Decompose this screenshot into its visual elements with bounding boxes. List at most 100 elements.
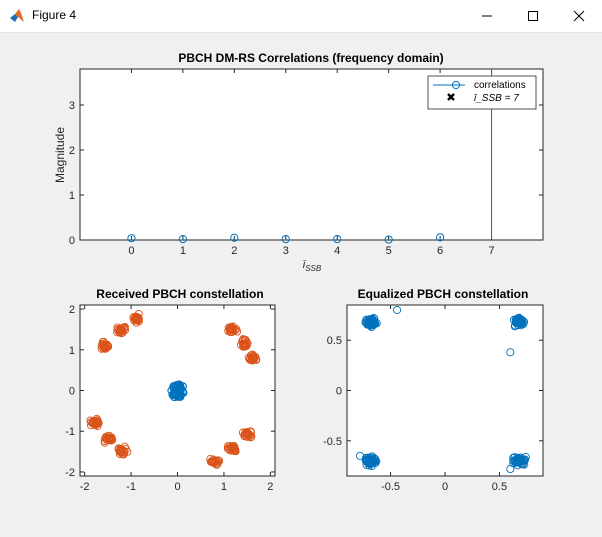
constellation-point xyxy=(214,458,223,467)
legend-x-marker xyxy=(447,93,455,101)
constellation-point xyxy=(129,313,138,322)
x-tick-label: 3 xyxy=(283,245,289,257)
constellation-point xyxy=(106,434,115,443)
constellation-point xyxy=(229,444,238,453)
constellation-point xyxy=(513,316,522,325)
constellation-outlier xyxy=(506,348,515,357)
y-tick-label: 1 xyxy=(69,190,75,202)
window-title: Figure 4 xyxy=(32,8,77,22)
constellation-point xyxy=(101,342,110,352)
close-button[interactable] xyxy=(556,0,602,32)
plot-title: Received PBCH constellation xyxy=(96,287,263,301)
dmrs-point xyxy=(173,381,183,391)
legend[interactable]: correlations ī_SSB = 7 xyxy=(427,75,537,110)
y-tick-label: 2 xyxy=(69,145,75,157)
constellation-point xyxy=(228,322,238,331)
dmrs-point xyxy=(175,383,184,393)
stem-marker xyxy=(384,235,393,244)
constellation-point xyxy=(241,339,250,348)
constellation-point xyxy=(241,429,250,438)
constellation-point xyxy=(369,317,378,326)
constellation-point xyxy=(89,419,98,428)
constellation-outlier xyxy=(393,305,402,315)
constellation-point xyxy=(118,328,127,337)
constellation-point xyxy=(367,455,376,464)
dmrs-point xyxy=(175,391,185,401)
constellation-point xyxy=(90,417,99,426)
constellation-point xyxy=(227,323,236,333)
constellation-point xyxy=(366,453,375,462)
x-tick-label: 1 xyxy=(180,245,186,257)
y-tick-label: 3 xyxy=(69,100,75,112)
title-bar: Figure 4 xyxy=(0,0,602,33)
y-tick-label: -1 xyxy=(65,426,75,438)
constellation-point xyxy=(228,442,237,451)
stem-marker xyxy=(333,235,342,244)
x-tick-label: 1 xyxy=(221,481,227,493)
y-tick-label: -2 xyxy=(65,467,75,479)
y-tick-label: 1 xyxy=(69,345,75,357)
x-tick-label: 2 xyxy=(231,245,237,257)
minimize-icon xyxy=(482,15,492,17)
legend-box xyxy=(427,75,537,110)
constellation-point xyxy=(244,429,253,438)
constellation-point xyxy=(367,457,376,467)
constellation-point xyxy=(132,318,141,327)
constellation-point xyxy=(510,457,519,466)
legend-entry-issb: ī_SSB = 7 xyxy=(474,93,519,104)
constellation-point xyxy=(117,444,126,454)
x-tick-label: -2 xyxy=(80,481,90,493)
y-tick-label: 0 xyxy=(69,235,75,247)
constellation-point xyxy=(102,340,112,349)
y-tick-label: 0 xyxy=(336,386,342,398)
constellation-point xyxy=(97,344,106,353)
minimize-button[interactable] xyxy=(464,0,510,32)
constellation-outlier xyxy=(356,451,365,460)
figure-area: PBCH DM-RS Correlations (frequency domai… xyxy=(0,33,602,532)
axes-box xyxy=(346,304,544,477)
x-tick-label: 7 xyxy=(488,245,494,257)
stem-marker xyxy=(178,235,187,244)
constellation-point xyxy=(245,355,254,364)
x-tick-label: 0 xyxy=(128,245,134,257)
x-tick-label: 4 xyxy=(334,245,340,257)
y-tick-label: -0.5 xyxy=(323,436,342,448)
plot-title: Equalized PBCH constellation xyxy=(358,287,529,301)
y-axis-label: Magnitude xyxy=(53,127,67,183)
stem-marker xyxy=(436,233,445,242)
constellation-point xyxy=(515,456,525,465)
constellation-point xyxy=(97,341,106,350)
x-tick-label: -1 xyxy=(126,481,136,493)
x-tick-label: 0.5 xyxy=(492,481,507,493)
x-tick-label: 6 xyxy=(437,245,443,257)
legend-entry-correlations: correlations xyxy=(474,80,526,91)
constellation-point xyxy=(239,335,248,344)
constellation-point xyxy=(209,458,219,467)
constellation-point xyxy=(116,445,125,454)
constellation-point xyxy=(238,428,247,437)
y-tick-label: 2 xyxy=(69,304,75,316)
constellation-outlier xyxy=(506,464,515,474)
stem-marker xyxy=(281,235,290,244)
maximize-icon xyxy=(528,11,538,21)
constellation-point xyxy=(113,323,122,332)
close-icon xyxy=(573,10,585,22)
received-constellation-plot[interactable]: Received PBCH constellation -2 -1 0 1 2 -2 -1 0… xyxy=(65,287,276,493)
constellation-point xyxy=(227,445,236,454)
equalized-constellation-plot[interactable]: Equalized PBCH constellation -0.5 0 0.5 -0.… xyxy=(323,287,544,493)
maximize-button[interactable] xyxy=(510,0,556,32)
constellation-point xyxy=(366,321,375,330)
x-tick-label: 2 xyxy=(267,481,273,493)
plot-title: PBCH DM-RS Correlations (frequency domai… xyxy=(178,51,443,65)
y-tick-label: 0 xyxy=(69,386,75,398)
constellation-point xyxy=(94,419,103,428)
constellation-point xyxy=(369,318,378,327)
constellation-point xyxy=(130,316,139,325)
constellation-point xyxy=(516,318,525,327)
x-tick-label: 5 xyxy=(386,245,392,257)
stem-marker xyxy=(127,234,136,243)
x-tick-label: 0 xyxy=(174,481,180,493)
x-tick-label: -0.5 xyxy=(381,481,400,493)
y-tick-label: 0.5 xyxy=(327,335,342,347)
correlation-plot[interactable]: PBCH DM-RS Correlations (frequency domai… xyxy=(53,51,544,273)
